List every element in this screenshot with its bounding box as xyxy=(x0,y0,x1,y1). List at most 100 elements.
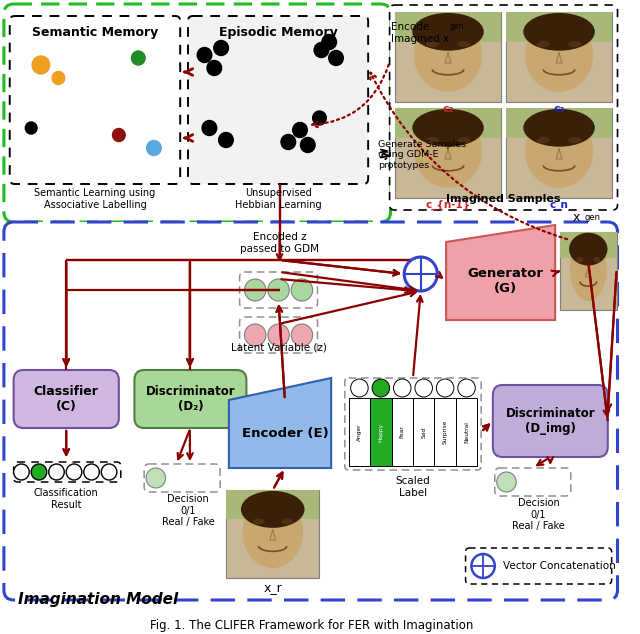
Text: Classification
Result: Classification Result xyxy=(34,488,99,510)
Circle shape xyxy=(214,41,228,56)
Polygon shape xyxy=(229,378,331,468)
Circle shape xyxy=(84,464,99,480)
Ellipse shape xyxy=(414,18,482,92)
Bar xyxy=(435,398,456,466)
Ellipse shape xyxy=(253,519,264,524)
Circle shape xyxy=(291,324,313,346)
Text: Encoder (E): Encoder (E) xyxy=(241,427,328,441)
Text: Fig. 1. The CLIFER Framework for FER with Imagination: Fig. 1. The CLIFER Framework for FER wit… xyxy=(150,619,474,632)
Text: x: x xyxy=(573,211,580,224)
Circle shape xyxy=(472,554,495,578)
Circle shape xyxy=(113,129,125,141)
Circle shape xyxy=(415,379,433,397)
Circle shape xyxy=(146,468,166,488)
Circle shape xyxy=(300,138,315,153)
Circle shape xyxy=(436,379,454,397)
Circle shape xyxy=(219,133,233,148)
Circle shape xyxy=(458,379,476,397)
Text: Episodic Memory: Episodic Memory xyxy=(219,26,337,39)
Text: Fear: Fear xyxy=(400,425,404,438)
Ellipse shape xyxy=(537,137,550,143)
Ellipse shape xyxy=(569,233,607,266)
Circle shape xyxy=(404,257,437,291)
Text: Discriminator
(D₂): Discriminator (D₂) xyxy=(146,385,236,413)
Circle shape xyxy=(207,60,221,75)
Ellipse shape xyxy=(577,257,583,262)
Bar xyxy=(392,398,413,466)
Circle shape xyxy=(351,379,368,397)
Circle shape xyxy=(66,464,82,480)
Circle shape xyxy=(49,464,64,480)
Ellipse shape xyxy=(537,41,550,48)
Bar xyxy=(506,12,612,102)
Text: Encoded z
passed to GDM: Encoded z passed to GDM xyxy=(240,232,319,254)
Ellipse shape xyxy=(412,109,484,146)
FancyBboxPatch shape xyxy=(465,548,612,584)
Text: c₃: c₃ xyxy=(554,104,565,114)
Circle shape xyxy=(13,464,29,480)
Bar xyxy=(396,108,500,198)
Circle shape xyxy=(52,72,65,84)
Text: Sad: Sad xyxy=(421,427,426,437)
Circle shape xyxy=(291,279,313,301)
Text: x_r: x_r xyxy=(263,582,282,595)
Bar xyxy=(226,490,319,578)
FancyBboxPatch shape xyxy=(493,385,608,457)
Text: c₂: c₂ xyxy=(442,104,454,114)
Bar xyxy=(560,232,616,258)
Circle shape xyxy=(268,324,289,346)
Text: Decision
0/1
Real / Fake: Decision 0/1 Real / Fake xyxy=(512,498,565,531)
Text: Classifier
(C): Classifier (C) xyxy=(34,385,99,413)
Text: Happy: Happy xyxy=(378,422,383,441)
FancyBboxPatch shape xyxy=(13,370,119,428)
Circle shape xyxy=(202,120,217,136)
Circle shape xyxy=(197,48,212,63)
Text: c_{n-1}: c_{n-1} xyxy=(426,200,470,210)
Circle shape xyxy=(244,279,266,301)
Text: Decision
0/1
Real / Fake: Decision 0/1 Real / Fake xyxy=(162,494,214,527)
Ellipse shape xyxy=(241,491,305,528)
Text: Unsupervised
Hebbian Learning: Unsupervised Hebbian Learning xyxy=(235,188,321,210)
Text: c_n: c_n xyxy=(550,200,568,210)
Ellipse shape xyxy=(570,237,607,301)
Circle shape xyxy=(268,279,289,301)
Circle shape xyxy=(314,42,329,58)
Text: Surprise: Surprise xyxy=(443,420,447,444)
Polygon shape xyxy=(446,225,555,320)
Ellipse shape xyxy=(525,114,593,188)
Ellipse shape xyxy=(593,257,600,262)
Circle shape xyxy=(131,51,145,65)
Ellipse shape xyxy=(525,18,593,92)
Ellipse shape xyxy=(458,137,470,143)
FancyBboxPatch shape xyxy=(188,16,368,184)
Bar xyxy=(396,12,500,102)
Text: Scaled
Label: Scaled Label xyxy=(396,476,430,498)
Bar xyxy=(396,12,500,42)
Circle shape xyxy=(31,464,47,480)
Ellipse shape xyxy=(524,109,595,146)
Circle shape xyxy=(313,111,326,125)
Circle shape xyxy=(322,34,337,49)
Circle shape xyxy=(281,134,296,150)
Text: Vector Concatenation: Vector Concatenation xyxy=(502,561,615,571)
FancyBboxPatch shape xyxy=(10,16,180,184)
Text: Semantic Memory: Semantic Memory xyxy=(32,26,158,39)
FancyBboxPatch shape xyxy=(4,4,390,222)
Text: Discriminator
(D_img): Discriminator (D_img) xyxy=(506,407,595,435)
FancyBboxPatch shape xyxy=(390,5,618,210)
Text: gen: gen xyxy=(584,213,600,222)
Ellipse shape xyxy=(412,13,484,51)
Text: Semantic Learning using
Associative Labelling: Semantic Learning using Associative Labe… xyxy=(35,188,156,210)
Text: Anger: Anger xyxy=(357,424,362,441)
Circle shape xyxy=(394,379,411,397)
Text: Generate Samples
using GDM-E
prototypes: Generate Samples using GDM-E prototypes xyxy=(378,140,466,170)
Ellipse shape xyxy=(281,519,292,524)
Circle shape xyxy=(147,141,161,155)
Ellipse shape xyxy=(568,137,581,143)
Bar xyxy=(370,398,392,466)
Ellipse shape xyxy=(458,41,470,48)
Text: Latent Variable (z): Latent Variable (z) xyxy=(230,342,326,352)
Bar xyxy=(506,108,612,198)
Circle shape xyxy=(497,472,516,492)
Circle shape xyxy=(329,51,343,65)
